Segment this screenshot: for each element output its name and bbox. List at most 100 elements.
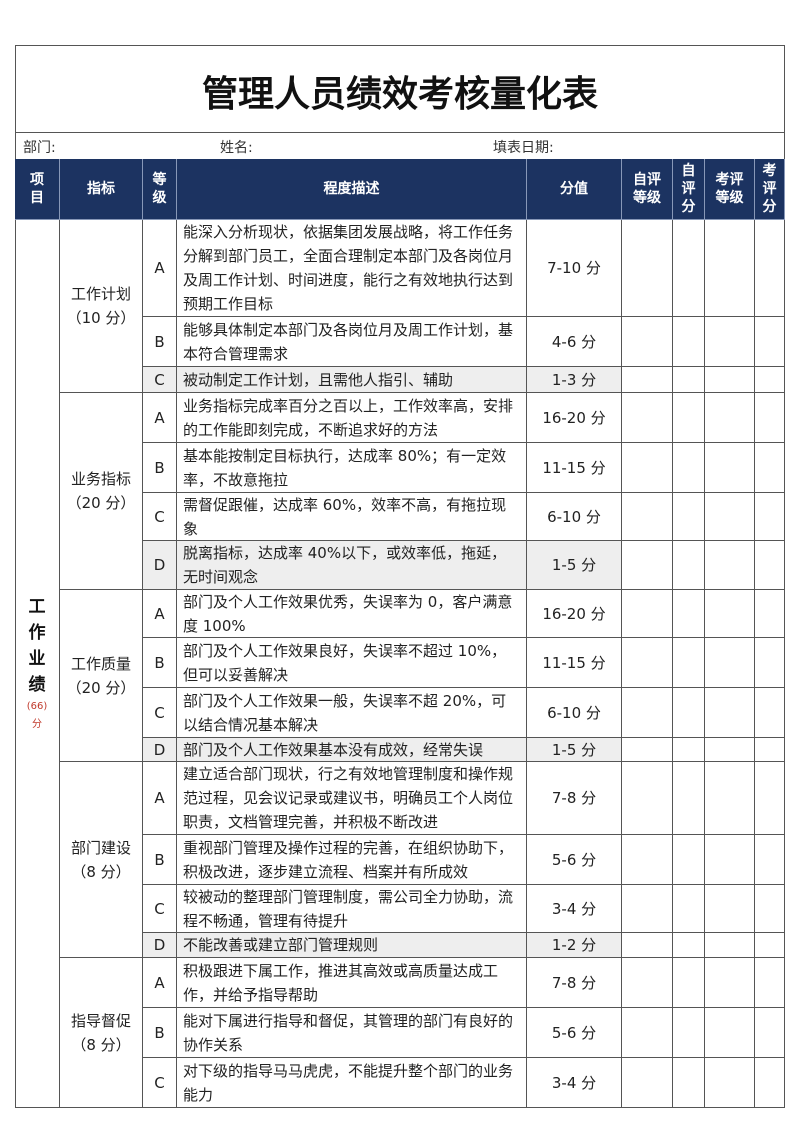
blank-cell [755,541,785,590]
grade: D [143,738,177,762]
points: 11-15 分 [527,443,622,493]
blank-cell [705,443,755,493]
description: 能够具体制定本部门及各岗位月及周工作计划，基本符合管理需求 [177,317,527,367]
blank-cell [755,393,785,443]
title: 管理人员绩效考核量化表 [201,74,598,115]
description: 对下级的指导马马虎虎，不能提升整个部门的业务能力 [177,1058,527,1108]
indicator: 部门建设 （8 分） [60,762,143,958]
grade: C [143,688,177,738]
blank-cell [755,1008,785,1058]
blank-cell [622,1058,673,1108]
blank-cell [622,443,673,493]
indicator-name: 工作计划 [70,285,131,303]
indicator: 指导督促 （8 分） [60,958,143,1108]
blank-cell [622,1008,673,1058]
blank-cell [705,835,755,885]
points: 6-10 分 [527,688,622,738]
blank-cell [622,317,673,367]
description: 建立适合部门现状，行之有效地管理制度和操作规范过程，见会议记录或建议书，明确员工… [177,762,527,835]
blank-cell [755,885,785,933]
blank-cell [622,493,673,541]
points: 16-20 分 [527,393,622,443]
blank-cell [673,443,705,493]
blank-cell [705,317,755,367]
blank-cell [673,933,705,958]
blank-cell [673,885,705,933]
points: 5-6 分 [527,835,622,885]
grade: D [143,933,177,958]
grade: A [143,762,177,835]
blank-cell [705,762,755,835]
points: 1-5 分 [527,541,622,590]
points: 1-5 分 [527,738,622,762]
blank-cell [705,933,755,958]
indicator-name: 工作质量 [70,654,131,673]
blank-cell [673,590,705,638]
description: 部门及个人工作效果优秀，失误率为 0，客户满意度 100% [177,590,527,638]
blank-cell [755,762,785,835]
category-label: 工 作 业 绩 [28,596,46,695]
info-row: 部门: 姓名: 填表日期: [15,132,785,159]
blank-cell [755,835,785,885]
description: 部门及个人工作效果基本没有成效，经常失误 [177,738,527,762]
points: 5-6 分 [527,1008,622,1058]
info-label: 姓名: [220,140,253,156]
category: 工 作 业 绩 (66) 分 [15,220,60,1108]
blank-cell [622,958,673,1008]
grade: B [143,317,177,367]
grade: D [143,541,177,590]
blank-cell [755,638,785,688]
blank-cell [705,541,755,590]
description: 需督促跟催，达成率 60%，效率不高，有拖拉现象 [177,493,527,541]
blank-cell [705,738,755,762]
grade: C [143,367,177,393]
column-header: 分值 [527,159,622,220]
points: 7-8 分 [527,762,622,835]
blank-cell [755,493,785,541]
blank-cell [755,1058,785,1108]
indicator: 工作计划 （10 分） [60,220,143,393]
indicator-score: （8 分） [71,1035,131,1054]
blank-cell [673,762,705,835]
description: 积极跟进下属工作，推进其高效或高质量达成工作，并给予指导帮助 [177,958,527,1008]
description: 能对下属进行指导和督促，其管理的部门有良好的协作关系 [177,1008,527,1058]
blank-cell [673,835,705,885]
blank-cell [705,688,755,738]
points: 16-20 分 [527,590,622,638]
blank-cell [755,738,785,762]
blank-cell [673,738,705,762]
indicator-score: （20 分） [66,678,136,697]
category-score: (66) [26,700,48,712]
description: 较被动的整理部门管理制度，需公司全力协助，流程不畅通，管理有待提升 [177,885,527,933]
info-label: 填表日期: [493,140,554,156]
description: 业务指标完成率百分之百以上，工作效率高，安排的工作能即刻完成，不断追求好的方法 [177,393,527,443]
points: 3-4 分 [527,1058,622,1108]
grade: B [143,443,177,493]
blank-cell [673,638,705,688]
blank-cell [673,493,705,541]
column-header: 指标 [60,159,143,220]
category-unit: 分 [32,718,42,730]
blank-cell [673,1058,705,1108]
blank-cell [673,1008,705,1058]
blank-cell [705,493,755,541]
blank-cell [755,590,785,638]
blank-cell [622,367,673,393]
points: 6-10 分 [527,493,622,541]
blank-cell [705,590,755,638]
column-header: 等 级 [143,159,177,220]
blank-cell [673,688,705,738]
blank-cell [622,688,673,738]
blank-cell [755,688,785,738]
blank-cell [622,541,673,590]
description: 部门及个人工作效果良好，失误率不超过 10%，但可以妥善解决 [177,638,527,688]
blank-cell [622,933,673,958]
indicator-name: 指导督促 [70,1011,131,1030]
grade: C [143,493,177,541]
indicator-name: 部门建设 [70,838,131,857]
description: 基本能按制定目标执行，达成率 80%；有一定效率，不故意拖拉 [177,443,527,493]
blank-cell [705,638,755,688]
blank-cell [673,541,705,590]
blank-cell [673,317,705,367]
